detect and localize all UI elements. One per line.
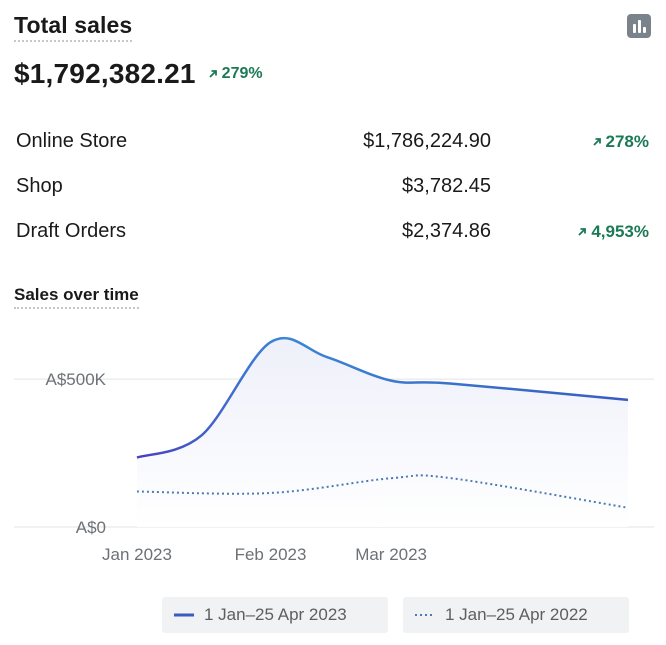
total-change-badge: 279%	[208, 65, 263, 83]
card-title[interactable]: Total sales	[14, 12, 133, 42]
channel-name: Shop	[16, 175, 63, 197]
channel-change-badge: 278%	[592, 132, 649, 152]
channel-amount: $3,782.45	[402, 175, 491, 197]
arrow-up-right-icon	[209, 70, 217, 78]
series-area-current	[137, 338, 628, 527]
series-line-current	[136, 336, 629, 459]
y-tick-label: A$500K	[46, 370, 107, 389]
channel-name: Online Store	[16, 130, 128, 152]
x-tick-label: Mar 2023	[355, 545, 427, 564]
legend-label: 1 Jan–25 Apr 2022	[445, 605, 588, 624]
total-sales-value: $1,792,382.21	[14, 58, 196, 89]
channel-change-value: 4,953%	[591, 222, 649, 241]
channel-row: Draft Orders $2,374.86 4,953%	[16, 210, 652, 255]
channel-breakdown: Online Store $1,786,224.90 278% Shop $3,…	[16, 120, 652, 255]
channel-name: Draft Orders	[16, 220, 127, 242]
x-tick-label: Feb 2023	[235, 545, 307, 564]
channel-amount: $1,786,224.90	[363, 130, 491, 152]
series-line-previous	[136, 474, 629, 509]
channel-amount: $2,374.86	[402, 220, 491, 242]
arrow-up-right-icon	[592, 138, 601, 146]
x-tick-label: Jan 2023	[102, 545, 172, 564]
legend-item-current[interactable]: 1 Jan–25 Apr 2023	[162, 597, 388, 633]
legend-label: 1 Jan–25 Apr 2023	[204, 605, 347, 624]
bar-chart-icon[interactable]	[627, 14, 651, 38]
channel-row: Shop $3,782.45	[16, 165, 652, 210]
total-row: $1,792,382.21 279%	[14, 58, 263, 90]
channel-change-value: 278%	[605, 132, 649, 151]
channel-change-badge: 4,953%	[577, 222, 649, 242]
chart-title[interactable]: Sales over time	[14, 285, 139, 309]
channel-row: Online Store $1,786,224.90 278%	[16, 120, 652, 165]
y-tick-label: A$0	[76, 518, 106, 537]
legend-solid-swatch	[174, 613, 194, 617]
legend-dotted-swatch	[415, 614, 435, 616]
total-change-value: 279%	[221, 65, 263, 82]
sales-line-chart: A$0 A$500K Jan 2023 Feb 2023 Mar 2023	[14, 336, 654, 564]
arrow-up-right-icon	[578, 228, 587, 236]
legend-item-previous[interactable]: 1 Jan–25 Apr 2022	[403, 597, 629, 633]
